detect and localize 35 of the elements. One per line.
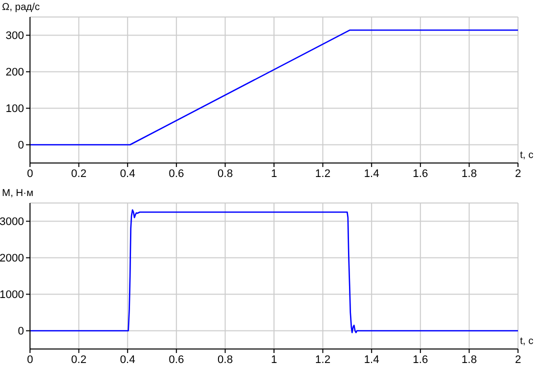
x-tick-label: 0.6 [168,354,184,366]
x-tick-label: 0.8 [218,354,233,366]
y-tick-label: 1000 [0,289,24,302]
y-tick-label: 300 [6,30,24,42]
x-tick-label: 1.8 [462,168,477,180]
x-tick-label: 1 [270,354,278,366]
x-tick-label: 0 [26,354,34,366]
x-tick-label: 1.4 [364,168,380,180]
x-tick-label: 0.6 [168,168,184,180]
y-tick-label: 0 [18,326,24,338]
x-axis-title: t, c [520,150,534,161]
y-tick-label: 3000 [0,216,24,228]
y-axis-title: Ω, рад/с [2,2,40,13]
x-tick-label: 1.6 [412,354,428,366]
y-tick-label: 100 [6,103,24,116]
y-axis-title: M, Н·м [2,188,34,199]
x-tick-label: 1.8 [462,354,477,366]
x-tick-label: 0.8 [218,168,233,180]
x-tick-label: 1 [270,168,278,180]
line-series [30,209,518,334]
x-axis-title: t, c [520,336,534,347]
x-tick-label: 0.2 [71,354,86,366]
x-tick-label: 1.6 [412,168,428,180]
x-tick-label: 0.2 [71,168,86,180]
x-tick-label: 2 [514,354,522,366]
x-tick-label: 1.4 [364,354,380,366]
x-tick-label: 0 [26,168,34,180]
y-tick-label: 200 [6,66,24,79]
y-tick-label: 0 [18,140,24,152]
x-tick-label: 1.2 [315,354,330,366]
x-tick-label: 1.2 [315,168,330,180]
x-tick-label: 2 [514,168,522,180]
x-tick-label: 0.4 [120,168,136,180]
y-tick-label: 2000 [0,252,24,265]
x-tick-label: 0.4 [120,354,136,366]
